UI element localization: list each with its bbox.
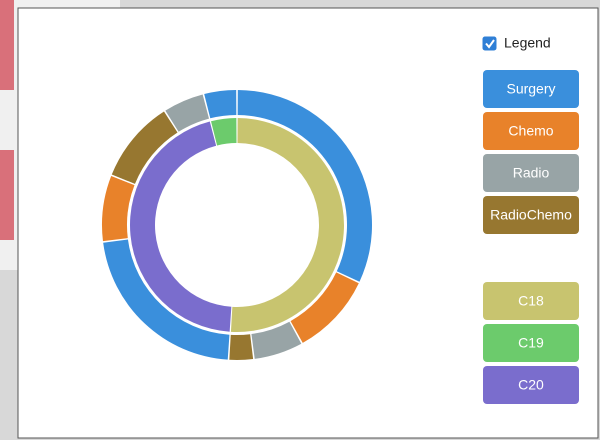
treatment-arc [103, 239, 230, 360]
treatment-arc [102, 176, 135, 242]
sunburst [102, 90, 372, 360]
legend-button-label: C20 [518, 377, 544, 393]
checkmark [485, 39, 495, 49]
legend-button[interactable] [483, 196, 579, 234]
legend-button-label: Radio [513, 165, 550, 181]
site-arc [130, 121, 232, 332]
legend-button[interactable] [483, 112, 579, 150]
treatment-arc [111, 111, 178, 184]
site-arc [230, 118, 345, 333]
treatment-arc [251, 321, 302, 359]
legend-checkbox[interactable] [482, 36, 497, 51]
legend-button[interactable] [483, 324, 579, 362]
background-block [0, 150, 14, 240]
treatment-arc [204, 90, 237, 119]
treatment-arc [290, 272, 359, 343]
legend-button[interactable] [483, 70, 579, 108]
legend-button-label: C18 [518, 293, 544, 309]
legend-button-label: Chemo [508, 123, 553, 139]
background-block [0, 0, 14, 90]
legend-button[interactable] [483, 366, 579, 404]
legend-button-label: C19 [518, 335, 544, 351]
legend: Legend Surgery Chemo Radio RadioChemo C18 C19 C… [482, 35, 579, 404]
treatment-arc [237, 90, 372, 282]
legend-button-label: Surgery [506, 81, 555, 97]
legend-button[interactable] [483, 282, 579, 320]
treatment-arc [165, 94, 210, 132]
legend-label: Legend [504, 35, 551, 51]
site-arc [211, 118, 237, 146]
legend-button-label: RadioChemo [490, 207, 572, 223]
legend-button[interactable] [483, 154, 579, 192]
treatment-arc [229, 334, 254, 360]
